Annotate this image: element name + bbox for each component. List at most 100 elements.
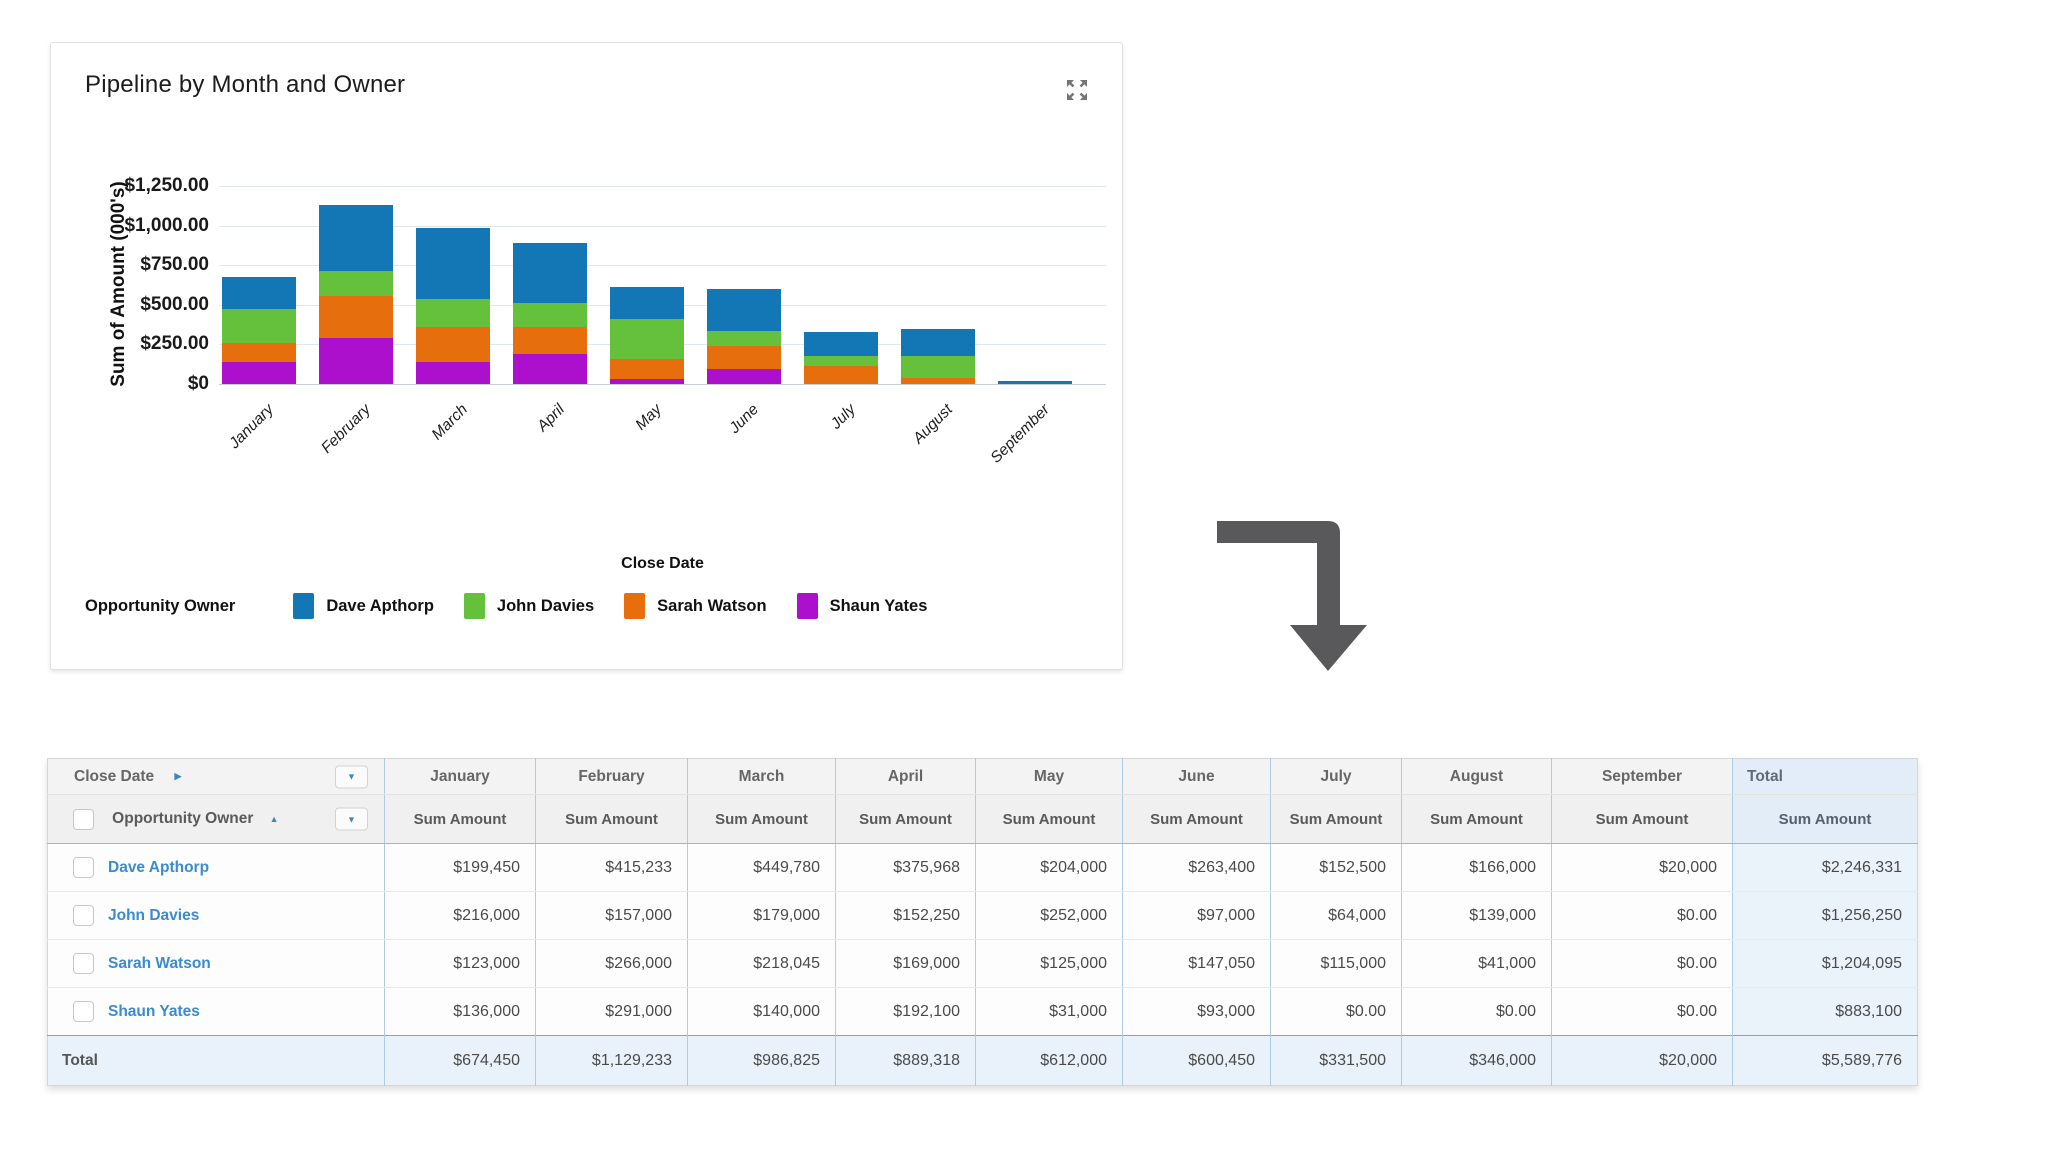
bar-segment-shaun-yates[interactable] <box>416 361 490 384</box>
measure-header-july: Sum Amount <box>1270 794 1402 844</box>
bar-segment-dave-apthorp[interactable] <box>707 288 781 331</box>
legend-item-label: John Davies <box>496 596 595 615</box>
bar-march <box>416 227 490 384</box>
bar-segment-shaun-yates[interactable] <box>319 337 393 384</box>
bar-segment-sarah-watson[interactable] <box>901 377 975 384</box>
bar-segment-dave-apthorp[interactable] <box>610 287 684 320</box>
bar-segment-shaun-yates[interactable] <box>707 369 781 384</box>
value-cell: $263,400 <box>1122 843 1271 892</box>
table-header-row-months: Close Date ▶ ▼ January February March April… <box>47 758 1918 795</box>
legend-swatch <box>624 593 646 619</box>
value-cell: $64,000 <box>1270 891 1402 940</box>
column-header-june[interactable]: June <box>1122 758 1271 795</box>
owner-link[interactable]: Shaun Yates <box>108 1002 200 1020</box>
y-tick-label: $750.00 <box>140 254 209 276</box>
total-value-cell: $883,100 <box>1732 987 1918 1036</box>
bar-segment-dave-apthorp[interactable] <box>416 227 490 299</box>
value-cell: $216,000 <box>384 891 536 940</box>
total-value-cell: $1,204,095 <box>1732 939 1918 988</box>
owner-cell: Shaun Yates <box>47 987 385 1036</box>
bar-segment-sarah-watson[interactable] <box>513 326 587 354</box>
legend-swatch <box>293 593 315 619</box>
bar-segment-dave-apthorp[interactable] <box>901 329 975 356</box>
column-header-february[interactable]: February <box>535 758 688 795</box>
value-cell: $41,000 <box>1401 939 1552 988</box>
bar-segment-sarah-watson[interactable] <box>610 359 684 380</box>
column-header-may[interactable]: May <box>975 758 1123 795</box>
legend-swatch <box>463 593 485 619</box>
bar-segment-john-davies[interactable] <box>707 330 781 346</box>
value-cell: $375,968 <box>835 843 976 892</box>
total-value-cell: $331,500 <box>1270 1035 1402 1086</box>
chevron-down-icon: ▼ <box>347 771 356 782</box>
bar-segment-sarah-watson[interactable] <box>319 295 393 338</box>
owner-link[interactable]: Dave Apthorp <box>108 858 210 876</box>
value-cell: $166,000 <box>1401 843 1552 892</box>
select-all-checkbox[interactable] <box>73 808 94 830</box>
value-cell: $415,233 <box>535 843 688 892</box>
measure-header-june: Sum Amount <box>1122 794 1271 844</box>
measure-header-total: Sum Amount <box>1732 794 1918 844</box>
owner-link[interactable]: John Davies <box>108 906 200 924</box>
value-cell: $252,000 <box>975 891 1123 940</box>
x-tick-label-march: March <box>428 401 472 444</box>
bar-segment-dave-apthorp[interactable] <box>222 277 296 309</box>
bar-segment-john-davies[interactable] <box>901 355 975 378</box>
bar-segment-shaun-yates[interactable] <box>513 353 587 384</box>
column-header-january[interactable]: January <box>384 758 536 795</box>
bar-segment-shaun-yates[interactable] <box>222 362 296 384</box>
bar-segment-sarah-watson[interactable] <box>804 365 878 384</box>
row-checkbox[interactable] <box>73 905 94 926</box>
x-tick-label-july: July <box>827 401 860 433</box>
owner-cell: John Davies <box>47 891 385 940</box>
bar-segment-sarah-watson[interactable] <box>707 346 781 370</box>
gridline <box>219 225 1106 227</box>
legend-item-sarah-watson[interactable]: Sarah Watson <box>624 593 767 619</box>
bar-segment-dave-apthorp[interactable] <box>319 205 393 271</box>
value-cell: $31,000 <box>975 987 1123 1036</box>
measure-header-may: Sum Amount <box>975 794 1123 844</box>
owner-menu-button[interactable]: ▼ <box>335 807 368 831</box>
bar-segment-dave-apthorp[interactable] <box>513 243 587 303</box>
column-header-september[interactable]: September <box>1551 758 1733 795</box>
owner-cell: Dave Apthorp <box>47 843 385 892</box>
row-checkbox[interactable] <box>73 1001 94 1022</box>
legend-item-dave-apthorp[interactable]: Dave Apthorp <box>293 593 434 619</box>
column-header-total[interactable]: Total <box>1732 758 1918 795</box>
bar-segment-shaun-yates[interactable] <box>610 379 684 384</box>
owner-link[interactable]: Sarah Watson <box>108 954 211 972</box>
column-header-july[interactable]: July <box>1270 758 1402 795</box>
opportunity-owner-header-cell[interactable]: Opportunity Owner ▲ ▼ <box>47 794 385 844</box>
bar-segment-john-davies[interactable] <box>222 308 296 343</box>
total-value-cell: $346,000 <box>1401 1035 1552 1086</box>
bar-segment-dave-apthorp[interactable] <box>998 380 1072 384</box>
value-cell: $0.00 <box>1551 891 1733 940</box>
row-checkbox[interactable] <box>73 953 94 974</box>
close-date-menu-button[interactable]: ▼ <box>335 765 368 788</box>
bar-segment-john-davies[interactable] <box>416 298 490 328</box>
row-checkbox[interactable] <box>73 857 94 878</box>
triangle-right-icon: ▶ <box>174 770 182 781</box>
value-cell: $192,100 <box>835 987 976 1036</box>
bar-segment-sarah-watson[interactable] <box>416 327 490 362</box>
value-cell: $169,000 <box>835 939 976 988</box>
value-cell: $152,500 <box>1270 843 1402 892</box>
legend-item-john-davies[interactable]: John Davies <box>463 593 595 619</box>
column-header-april[interactable]: April <box>835 758 976 795</box>
bar-segment-john-davies[interactable] <box>804 355 878 366</box>
gridline <box>219 186 1106 187</box>
bar-segment-john-davies[interactable] <box>513 302 587 327</box>
y-tick-label: $500.00 <box>140 293 209 315</box>
bar-segment-dave-apthorp[interactable] <box>804 331 878 356</box>
value-cell: $147,050 <box>1122 939 1271 988</box>
column-header-august[interactable]: August <box>1401 758 1552 795</box>
expand-chart-button[interactable] <box>1064 75 1094 105</box>
bar-segment-john-davies[interactable] <box>610 319 684 360</box>
column-header-march[interactable]: March <box>687 758 836 795</box>
legend-item-shaun-yates[interactable]: Shaun Yates <box>796 593 927 619</box>
measure-header-april: Sum Amount <box>835 794 976 844</box>
close-date-header-cell[interactable]: Close Date ▶ ▼ <box>47 758 385 795</box>
bar-segment-john-davies[interactable] <box>319 270 393 296</box>
bar-segment-sarah-watson[interactable] <box>222 343 296 363</box>
value-cell: $20,000 <box>1551 843 1733 892</box>
